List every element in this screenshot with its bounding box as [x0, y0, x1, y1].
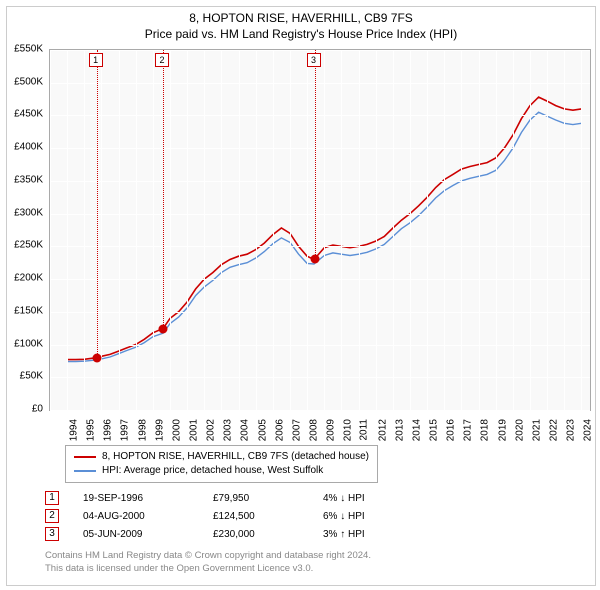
marker-badge: 3	[45, 527, 59, 541]
tx-price: £124,500	[213, 511, 323, 522]
x-axis-label: 2011	[359, 419, 370, 441]
legend-swatch	[74, 470, 96, 472]
tx-price: £79,950	[213, 493, 323, 504]
footer-line: Contains HM Land Registry data © Crown c…	[45, 549, 371, 562]
marker-badge: 2	[155, 53, 169, 67]
legend-row: HPI: Average price, detached house, West…	[74, 464, 369, 478]
legend-row: 8, HOPTON RISE, HAVERHILL, CB9 7FS (deta…	[74, 450, 369, 464]
x-axis-label: 2024	[583, 419, 594, 441]
x-axis-label: 1995	[85, 419, 96, 441]
x-axis-label: 2015	[428, 419, 439, 441]
chart-svg	[50, 50, 590, 410]
tx-diff: 3% ↑ HPI	[323, 529, 413, 540]
marker-badge: 1	[89, 53, 103, 67]
title-subtitle: Price paid vs. HM Land Registry's House …	[7, 27, 595, 41]
chart-container: 8, HOPTON RISE, HAVERHILL, CB9 7FS Price…	[0, 0, 600, 590]
x-axis-label: 2016	[445, 419, 456, 441]
x-axis-label: 2003	[223, 419, 234, 441]
transactions-table: 1 19-SEP-1996 £79,950 4% ↓ HPI 2 04-AUG-…	[45, 489, 413, 543]
table-row: 1 19-SEP-1996 £79,950 4% ↓ HPI	[45, 489, 413, 507]
table-row: 2 04-AUG-2000 £124,500 6% ↓ HPI	[45, 507, 413, 525]
x-axis-label: 1994	[68, 419, 79, 441]
x-axis-label: 1999	[154, 419, 165, 441]
y-axis-label: £350K	[14, 174, 43, 185]
y-axis-label: £150K	[14, 305, 43, 316]
x-axis-label: 2020	[514, 419, 525, 441]
x-axis-label: 2013	[394, 419, 405, 441]
y-axis-label: £200K	[14, 273, 43, 284]
tx-date: 19-SEP-1996	[83, 493, 213, 504]
tx-price: £230,000	[213, 529, 323, 540]
x-axis-label: 2022	[548, 419, 559, 441]
x-axis-label: 2002	[205, 419, 216, 441]
x-axis-label: 2000	[171, 419, 182, 441]
x-axis-label: 2018	[480, 419, 491, 441]
x-axis-label: 2009	[325, 419, 336, 441]
x-axis-label: 1996	[103, 419, 114, 441]
y-axis-label: £300K	[14, 207, 43, 218]
inner-frame: 8, HOPTON RISE, HAVERHILL, CB9 7FS Price…	[6, 6, 596, 586]
x-axis-label: 2010	[343, 419, 354, 441]
x-axis-label: 2006	[274, 419, 285, 441]
y-axis-label: £0	[32, 404, 43, 415]
y-axis-label: £100K	[14, 338, 43, 349]
x-axis-label: 2008	[308, 419, 319, 441]
x-axis-label: 2021	[531, 419, 542, 441]
marker-badge: 2	[45, 509, 59, 523]
legend-label: HPI: Average price, detached house, West…	[102, 464, 323, 478]
y-axis-label: £250K	[14, 240, 43, 251]
x-axis-label: 2001	[188, 419, 199, 441]
y-axis-label: £500K	[14, 76, 43, 87]
title-address: 8, HOPTON RISE, HAVERHILL, CB9 7FS	[7, 11, 595, 25]
tx-diff: 6% ↓ HPI	[323, 511, 413, 522]
x-axis-label: 2014	[411, 419, 422, 441]
x-axis-label: 2023	[565, 419, 576, 441]
legend-swatch	[74, 456, 96, 458]
x-axis-label: 2012	[377, 419, 388, 441]
y-axis-label: £450K	[14, 109, 43, 120]
x-axis-label: 2005	[257, 419, 268, 441]
y-axis-label: £50K	[20, 371, 43, 382]
x-axis-label: 2017	[463, 419, 474, 441]
footer-line: This data is licensed under the Open Gov…	[45, 562, 371, 575]
x-axis-label: 1998	[137, 419, 148, 441]
y-axis-label: £400K	[14, 142, 43, 153]
footer-attribution: Contains HM Land Registry data © Crown c…	[45, 549, 371, 575]
x-axis-label: 2007	[291, 419, 302, 441]
legend-box: 8, HOPTON RISE, HAVERHILL, CB9 7FS (deta…	[65, 445, 378, 483]
x-axis-label: 1997	[120, 419, 131, 441]
marker-badge: 1	[45, 491, 59, 505]
marker-badge: 3	[307, 53, 321, 67]
y-axis-label: £550K	[14, 44, 43, 55]
plot-area	[49, 49, 591, 411]
tx-date: 04-AUG-2000	[83, 511, 213, 522]
x-axis-label: 2004	[240, 419, 251, 441]
tx-date: 05-JUN-2009	[83, 529, 213, 540]
x-axis-label: 2019	[497, 419, 508, 441]
tx-diff: 4% ↓ HPI	[323, 493, 413, 504]
table-row: 3 05-JUN-2009 £230,000 3% ↑ HPI	[45, 525, 413, 543]
legend-label: 8, HOPTON RISE, HAVERHILL, CB9 7FS (deta…	[102, 450, 369, 464]
